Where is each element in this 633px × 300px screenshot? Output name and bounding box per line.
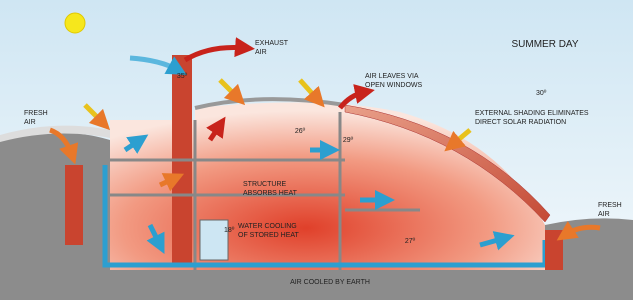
label: 35º [177,73,188,80]
label: 29º [343,137,354,144]
inlet-right [545,230,563,270]
diagram: SUMMER DAY EXHAUST AIR AIR LEAVES VIA OPEN … [0,0,633,300]
label: WATER COOLING [238,223,297,230]
label: FRESH [598,202,622,209]
title: SUMMER DAY [511,39,578,50]
label: AIR LEAVES VIA [365,73,419,80]
label: 18º [224,227,235,234]
label: AIR COOLED BY EARTH [290,279,370,286]
label: OF STORED HEAT [238,232,300,239]
inlet-left [65,165,83,245]
label: 27º [405,238,416,245]
label: EXHAUST [255,40,289,47]
label: AIR [598,211,610,218]
label: 26º [295,128,306,135]
sun [65,13,85,33]
water-tank [200,220,228,260]
label: 30º [536,90,547,97]
label: AIR [24,119,36,126]
label: STRUCTURE [243,181,286,188]
label: EXTERNAL SHADING ELIMINATES [475,110,589,117]
label: FRESH [24,110,48,117]
label: OPEN WINDOWS [365,82,422,89]
label: ABSORBS HEAT [243,190,298,197]
label: DIRECT SOLAR RADIATION [475,119,566,126]
label: AIR [255,49,267,56]
